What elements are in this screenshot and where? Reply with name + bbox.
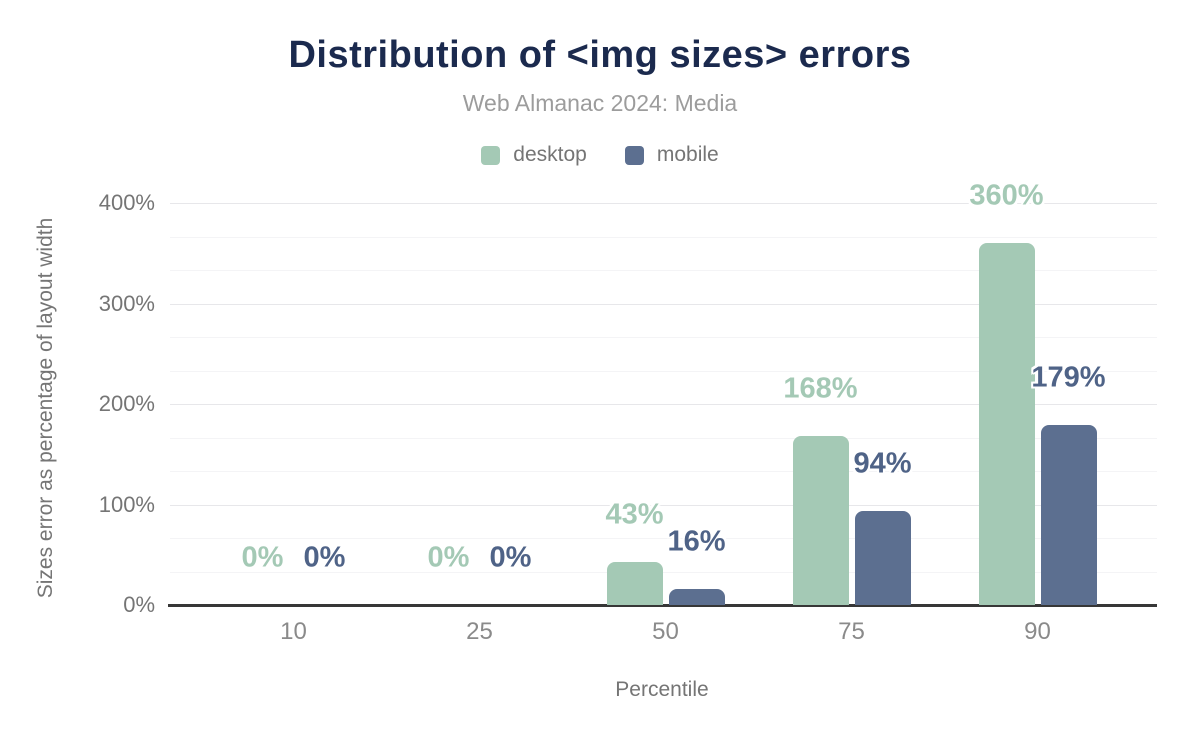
value-label-mobile-90: 179% — [1031, 361, 1106, 394]
x-tick-label-50: 50 — [652, 618, 679, 645]
gridline-major — [170, 203, 1157, 204]
legend-label-desktop: desktop — [513, 143, 587, 166]
value-label-desktop-75: 168% — [783, 372, 858, 405]
value-label-mobile-10: 0% — [303, 541, 346, 574]
x-axis-line — [168, 604, 1157, 607]
x-axis-title: Percentile — [615, 678, 709, 701]
legend: desktop mobile — [0, 142, 1200, 168]
x-tick-label-75: 75 — [838, 618, 865, 645]
bar-mobile-75 — [854, 510, 911, 605]
y-tick-label: 200% — [98, 391, 155, 416]
bar-mobile-50 — [668, 588, 725, 605]
x-tick-label-10: 10 — [280, 618, 307, 645]
gridline-minor — [170, 538, 1157, 539]
gridline-minor — [170, 571, 1157, 573]
y-tick-label: 300% — [98, 290, 155, 316]
y-tick-label: 400% — [98, 190, 155, 215]
bar-desktop-75 — [792, 436, 849, 605]
value-label-desktop-90: 360% — [969, 179, 1044, 212]
value-label-desktop-10: 0% — [241, 541, 284, 574]
y-tick-label: 0% — [123, 592, 155, 617]
gridline-major — [170, 504, 1157, 506]
x-tick-label-90: 90 — [1024, 618, 1051, 645]
y-tick-label: 100% — [98, 491, 155, 517]
legend-item-mobile: mobile — [624, 143, 719, 167]
x-tick-label-25: 25 — [466, 618, 493, 645]
legend-item-desktop: desktop — [481, 143, 587, 167]
gridline-major — [170, 303, 1157, 305]
gridline-minor — [170, 236, 1157, 238]
legend-label-mobile: mobile — [656, 143, 719, 166]
chart-title: Distribution of <img sizes> errors — [288, 34, 912, 76]
value-label-mobile-75: 94% — [853, 447, 912, 480]
gridline-minor — [170, 337, 1157, 338]
gridline-minor — [170, 270, 1157, 271]
bar-mobile-90 — [1040, 425, 1097, 605]
legend-swatch-mobile — [624, 145, 644, 165]
y-axis-title: Sizes error as percentage of layout widt… — [34, 217, 57, 599]
value-label-mobile-50: 16% — [667, 525, 726, 558]
gridline-minor — [170, 437, 1157, 439]
value-label-desktop-50: 43% — [605, 498, 664, 531]
gridline-minor — [170, 471, 1157, 472]
legend-swatch-desktop — [481, 145, 501, 165]
value-label-desktop-25: 0% — [427, 541, 470, 574]
chart-subtitle: Web Almanac 2024: Media — [462, 90, 738, 116]
value-label-mobile-25: 0% — [489, 541, 532, 574]
gridline-major — [170, 404, 1157, 405]
gridline-minor — [170, 370, 1157, 372]
bar-desktop-90 — [978, 243, 1035, 605]
bar-desktop-50 — [606, 561, 663, 605]
